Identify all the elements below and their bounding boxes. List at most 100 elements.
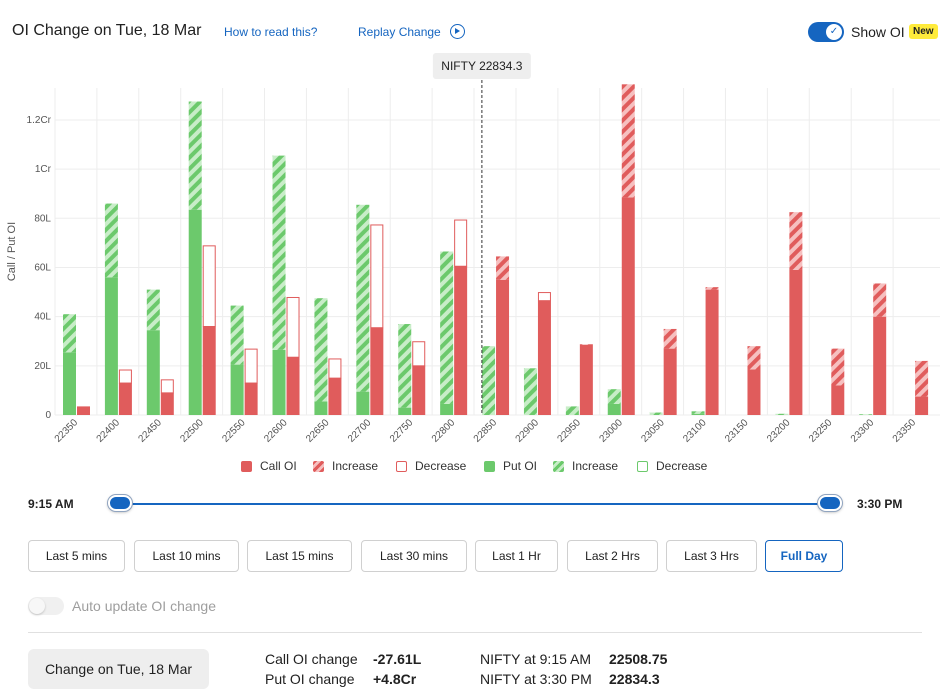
call-oi-decrease-bar <box>286 296 300 358</box>
legend-swatch <box>396 460 407 472</box>
call-oi-bar <box>873 316 887 415</box>
put-oi-increase-bar <box>314 298 328 402</box>
range-last-30-mins-button[interactable]: Last 30 mins <box>361 540 467 572</box>
x-tick-label: 22700 <box>346 417 374 445</box>
put-oi-bar <box>63 352 76 415</box>
x-tick-label: 22650 <box>304 417 332 445</box>
call-oi-increase-bar <box>621 84 635 198</box>
put-oi-bar <box>230 364 244 415</box>
legend-label: Decrease <box>415 459 467 473</box>
range-last-5-mins-button[interactable]: Last 5 mins <box>28 540 125 572</box>
slider-track[interactable] <box>120 503 830 505</box>
call-oi-bar <box>286 357 300 415</box>
new-badge: New <box>909 24 938 39</box>
call-oi-bar <box>496 279 510 415</box>
call-oi-decrease-bar <box>202 245 216 327</box>
auto-update-toggle[interactable] <box>28 597 64 615</box>
y-tick-label: 80L <box>34 213 51 224</box>
range-last-3-hrs-button[interactable]: Last 3 Hrs <box>666 540 757 572</box>
y-axis-label: Call / Put OI <box>6 222 18 281</box>
call-oi-decrease-bar <box>537 292 551 302</box>
y-tick-label: 40L <box>34 312 51 323</box>
x-tick-label: 22450 <box>136 417 164 445</box>
slider-start-handle[interactable] <box>108 495 132 511</box>
call-oi-bar <box>77 406 90 415</box>
x-tick-label: 22550 <box>220 417 248 445</box>
put-oi-increase-bar <box>230 305 244 365</box>
call-oi-bar <box>370 327 384 415</box>
slider-end-handle[interactable] <box>818 495 842 511</box>
call-oi-increase-bar <box>496 256 510 280</box>
header-bar: OI Change on Tue, 18 Mar How to read thi… <box>12 20 942 46</box>
put-oi-bar <box>356 391 370 415</box>
spot-price-label: NIFTY 22834.3 <box>441 59 522 73</box>
legend-put-decrease: Decrease <box>637 459 707 473</box>
call-oi-bar <box>244 383 258 415</box>
put-oi-bar <box>398 407 412 415</box>
nifty-open-value: 22508.75 <box>609 651 668 667</box>
replay-change-link[interactable]: Replay Change <box>358 25 441 39</box>
change-date-button[interactable]: Change on Tue, 18 Mar <box>28 649 209 689</box>
y-tick-label: 20L <box>34 361 51 372</box>
legend-swatch <box>553 460 564 472</box>
y-tick-label: 1Cr <box>35 164 52 175</box>
call-oi-bar <box>202 326 216 415</box>
legend-label: Increase <box>572 459 619 473</box>
put-oi-bar <box>188 209 202 415</box>
range-last-2-hrs-button[interactable]: Last 2 Hrs <box>567 540 658 572</box>
x-tick-label: 22500 <box>178 417 206 445</box>
x-tick-label: 23050 <box>639 417 667 445</box>
legend-swatch <box>313 460 324 472</box>
x-tick-label: 22600 <box>262 417 290 445</box>
y-tick-label: 0 <box>45 410 51 421</box>
call-oi-decrease-bar <box>412 341 426 367</box>
legend-call-increase: Increase <box>313 459 378 473</box>
put-oi-increase-bar <box>398 324 412 408</box>
x-tick-label: 22900 <box>514 417 542 445</box>
legend-label: Increase <box>332 459 379 473</box>
legend-call-decrease: Decrease <box>396 459 466 473</box>
nifty-close-value: 22834.3 <box>609 671 660 687</box>
range-last-10-mins-button[interactable]: Last 10 mins <box>134 540 239 572</box>
put-oi-increase-bar <box>691 411 705 414</box>
call-oi-decrease-bar <box>118 369 132 384</box>
put-oi-bar <box>104 277 118 415</box>
legend-call-oi: Call OI <box>241 459 297 473</box>
nifty-open-label: NIFTY at 9:15 AM <box>480 651 592 667</box>
put-oi-increase-bar <box>146 289 160 331</box>
put-oi-increase-bar <box>775 413 789 415</box>
call-oi-increase-bar <box>747 346 761 370</box>
call-oi-bar <box>621 197 635 415</box>
legend-put-increase: Increase <box>553 459 618 473</box>
call-oi-bar <box>328 378 342 415</box>
nifty-close-label: NIFTY at 3:30 PM <box>480 671 592 687</box>
call-oi-increase-bar <box>915 360 929 397</box>
show-oi-toggle[interactable]: ✓ <box>808 22 844 42</box>
put-oi-bar <box>314 401 328 415</box>
legend-label: Call OI <box>260 459 297 473</box>
call-oi-increase-bar <box>831 348 845 386</box>
put-oi-increase-bar <box>482 346 496 415</box>
auto-update-label: Auto update OI change <box>72 598 216 614</box>
range-last-15-mins-button[interactable]: Last 15 mins <box>247 540 352 572</box>
call-oi-bar <box>160 392 174 415</box>
put-oi-bar <box>691 413 705 415</box>
call-oi-bar <box>537 300 551 415</box>
how-to-read-link[interactable]: How to read this? <box>224 25 318 39</box>
range-last-1-hr-button[interactable]: Last 1 Hr <box>475 540 558 572</box>
put-oi-bar <box>146 330 160 415</box>
put-oi-increase-bar <box>859 414 873 415</box>
put-oi-change-label: Put OI change <box>265 671 355 687</box>
x-tick-label: 23350 <box>891 417 919 445</box>
x-tick-label: 23200 <box>765 417 793 445</box>
x-tick-label: 23150 <box>723 417 751 445</box>
put-oi-increase-bar <box>188 101 202 210</box>
call-oi-change-value: -27.61L <box>373 651 422 667</box>
range-full-day-button[interactable]: Full Day <box>765 540 843 572</box>
put-oi-increase-bar <box>523 368 537 415</box>
call-oi-bar <box>747 369 761 415</box>
put-oi-increase-bar <box>565 406 579 415</box>
play-circle-icon[interactable] <box>450 24 465 39</box>
legend-label: Decrease <box>656 459 708 473</box>
slider-start-time: 9:15 AM <box>28 497 74 511</box>
